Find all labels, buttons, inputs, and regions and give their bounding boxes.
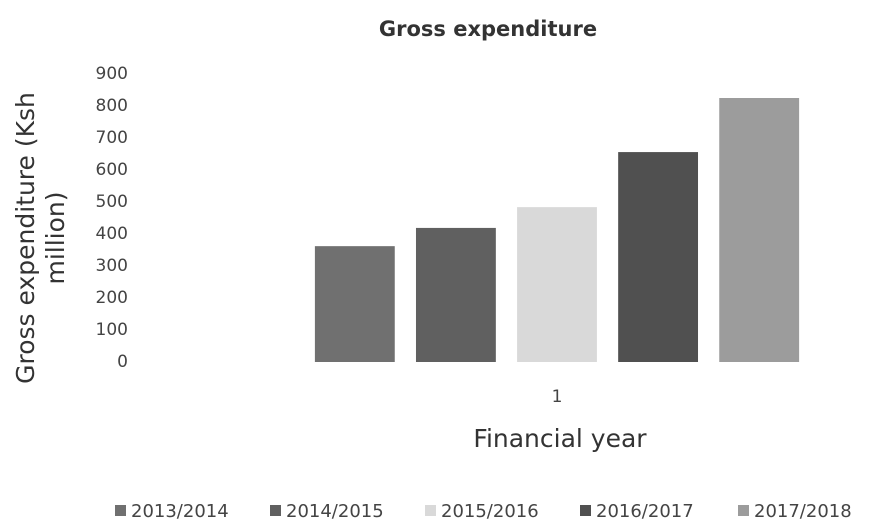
chart-title: Gross expenditure xyxy=(379,17,597,41)
y-tick-label: 500 xyxy=(96,192,128,212)
legend-swatch xyxy=(738,505,749,516)
bar xyxy=(719,98,800,362)
y-tick-label: 100 xyxy=(96,320,128,340)
y-tick-label: 700 xyxy=(96,128,128,148)
bar xyxy=(618,152,699,362)
y-tick-label: 300 xyxy=(96,256,128,276)
x-tick-label: 1 xyxy=(552,387,563,407)
bar xyxy=(314,246,395,362)
bar xyxy=(517,207,597,362)
legend-swatch xyxy=(425,505,436,516)
y-tick-label: 400 xyxy=(96,224,128,244)
y-tick-label: 600 xyxy=(96,160,128,180)
legend-label: 2017/2018 xyxy=(754,501,852,522)
y-tick-label: 200 xyxy=(96,288,128,308)
legend-label: 2013/2014 xyxy=(131,501,229,522)
x-axis-title: Financial year xyxy=(473,424,647,453)
legend-label: 2016/2017 xyxy=(596,501,694,522)
y-tick-label: 800 xyxy=(96,96,128,116)
bar xyxy=(415,227,496,362)
y-tick-label: 900 xyxy=(96,64,128,84)
legend-label: 2014/2015 xyxy=(286,501,384,522)
y-axis-title: Gross expenditure (Kshmillion) xyxy=(11,92,70,384)
legend-swatch xyxy=(270,505,281,516)
y-tick-label: 0 xyxy=(117,352,128,372)
legend-swatch xyxy=(580,505,591,516)
legend-label: 2015/2016 xyxy=(441,501,539,522)
legend-swatch xyxy=(115,505,126,516)
